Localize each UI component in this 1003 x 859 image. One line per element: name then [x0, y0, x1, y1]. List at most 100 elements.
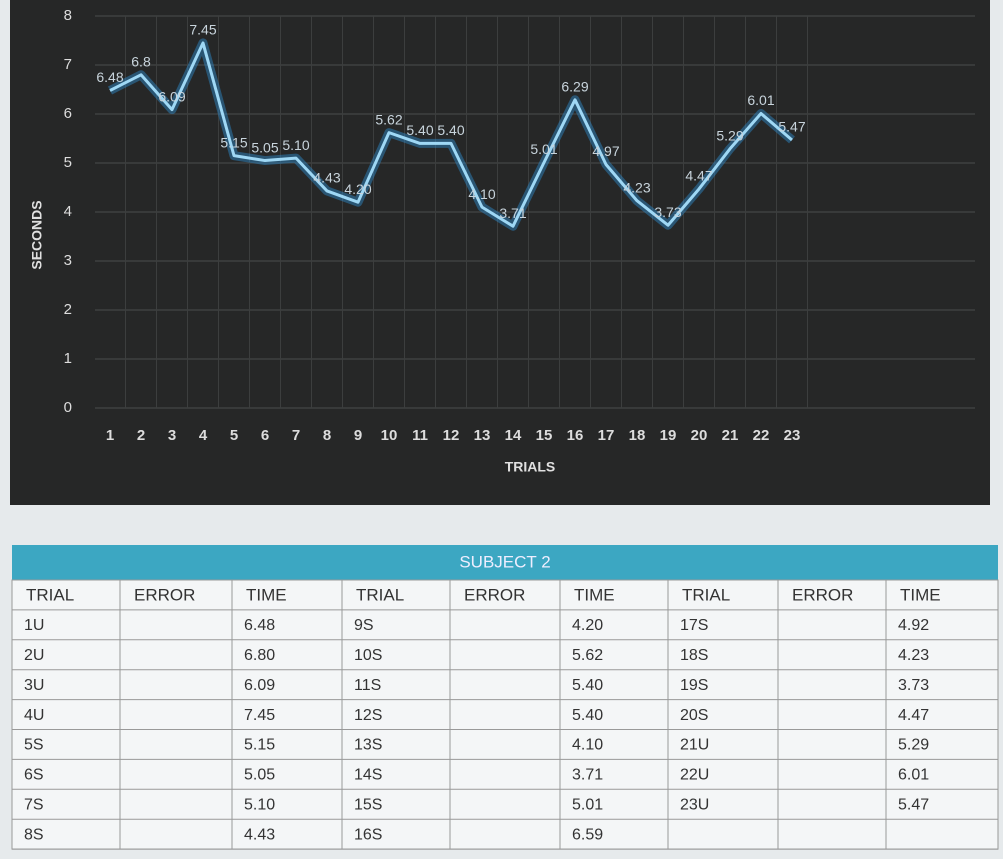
x-tick-label: 19 — [660, 427, 677, 444]
time-cell: 6.09 — [244, 677, 275, 694]
x-tick-label: 22 — [753, 427, 770, 444]
data-label: 5.05 — [251, 139, 278, 155]
table-body — [11, 579, 999, 850]
trial-cell: 19S — [680, 677, 708, 694]
data-label: 5.01 — [530, 141, 557, 157]
x-tick-label: 10 — [381, 427, 398, 444]
x-tick-label: 11 — [412, 427, 428, 444]
table-header: TRIAL — [356, 585, 404, 604]
time-cell: 4.10 — [572, 737, 603, 754]
time-cell: 5.40 — [572, 677, 603, 694]
trial-cell: 4U — [24, 707, 44, 724]
table-title: SUBJECT 2 — [459, 552, 550, 571]
time-cell: 5.15 — [244, 737, 275, 754]
trial-cell: 7S — [24, 796, 44, 813]
table-header: TIME — [900, 585, 941, 604]
time-cell: 4.20 — [572, 617, 603, 634]
time-cell: 5.47 — [898, 796, 929, 813]
time-cell: 4.47 — [898, 707, 929, 724]
table-header: TIME — [574, 585, 615, 604]
line — [109, 41, 793, 228]
x-tick-label: 5 — [230, 427, 238, 444]
table-header: TRIAL — [682, 585, 730, 604]
table-header: ERROR — [134, 585, 195, 604]
x-tick-label: 15 — [536, 427, 553, 444]
x-tick-label: 3 — [168, 427, 176, 444]
data-label: 6.29 — [561, 78, 588, 94]
x-tick-label: 9 — [354, 427, 362, 444]
data-label: 3.71 — [499, 205, 526, 221]
y-tick-label: 1 — [64, 350, 72, 367]
y-tick-label: 3 — [64, 252, 72, 269]
time-cell: 5.05 — [244, 767, 275, 784]
x-tick-label: 8 — [323, 427, 331, 444]
x-tick-label: 6 — [261, 427, 269, 444]
data-label: 5.29 — [716, 127, 743, 143]
trial-cell: 12S — [354, 707, 382, 724]
time-cell: 4.92 — [898, 617, 929, 634]
time-cell: 5.10 — [244, 796, 275, 813]
time-cell: 6.59 — [572, 826, 603, 843]
x-tick-label: 12 — [443, 427, 460, 444]
trial-cell: 15S — [354, 796, 382, 813]
data-label: 4.43 — [313, 170, 340, 186]
table-title-band — [12, 545, 998, 580]
y-tick-label: 4 — [64, 203, 72, 220]
x-tick-label: 7 — [292, 427, 300, 444]
data-label: 4.47 — [685, 168, 712, 184]
trial-cell: 14S — [354, 767, 382, 784]
x-tick-label: 4 — [199, 427, 208, 444]
x-tick-label: 23 — [784, 427, 801, 444]
data-label: 4.10 — [468, 186, 495, 202]
x-tick-label: 21 — [722, 427, 739, 444]
y-tick-label: 2 — [64, 301, 72, 318]
data-label: 5.40 — [406, 122, 433, 138]
data-label: 4.97 — [592, 143, 619, 159]
x-tick-label: 1 — [106, 427, 114, 444]
trial-cell: 16S — [354, 826, 382, 843]
time-cell: 7.45 — [244, 707, 275, 724]
x-tick-label: 20 — [691, 427, 708, 444]
x-tick-label: 18 — [629, 427, 646, 444]
table-header: TRIAL — [26, 585, 74, 604]
data-label: 6.01 — [747, 92, 774, 108]
x-tick-label: 14 — [505, 427, 522, 444]
data-label: 4.23 — [623, 179, 650, 195]
time-cell: 6.48 — [244, 617, 275, 634]
x-tick-label: 2 — [137, 427, 145, 444]
data-label: 5.15 — [220, 134, 247, 150]
trial-cell: 17S — [680, 617, 708, 634]
data-label: 6.09 — [158, 88, 185, 104]
y-tick-label: 0 — [64, 399, 72, 416]
x-axis-title: TRIALS — [505, 459, 556, 475]
table-header: ERROR — [464, 585, 525, 604]
y-axis-title: SECONDS — [29, 200, 45, 269]
chart-background — [10, 0, 990, 505]
time-cell: 6.80 — [244, 647, 275, 664]
data-label: 3.73 — [654, 204, 681, 220]
trial-cell: 11S — [354, 677, 381, 694]
time-cell: 3.73 — [898, 677, 929, 694]
y-tick-label: 7 — [64, 56, 72, 73]
y-tick-label: 8 — [64, 7, 72, 24]
time-cell: 5.62 — [572, 647, 603, 664]
data-label: 5.40 — [437, 122, 464, 138]
data-label: 6.8 — [131, 54, 151, 70]
data-label: 5.47 — [778, 119, 805, 135]
time-cell: 5.40 — [572, 707, 603, 724]
trial-cell: 21U — [680, 737, 709, 754]
trial-cell: 22U — [680, 767, 709, 784]
trial-cell: 8S — [24, 826, 44, 843]
trial-cell: 23U — [680, 796, 709, 813]
time-cell: 6.01 — [898, 767, 929, 784]
x-tick-label: 17 — [598, 427, 615, 444]
data-label: 4.20 — [344, 181, 371, 197]
x-tick-label: 13 — [474, 427, 491, 444]
x-tick-label: 16 — [567, 427, 584, 444]
trial-cell: 5S — [24, 737, 44, 754]
time-cell: 3.71 — [572, 767, 603, 784]
time-cell: 5.29 — [898, 737, 929, 754]
trial-cell: 6S — [24, 767, 44, 784]
time-cell: 4.23 — [898, 647, 929, 664]
